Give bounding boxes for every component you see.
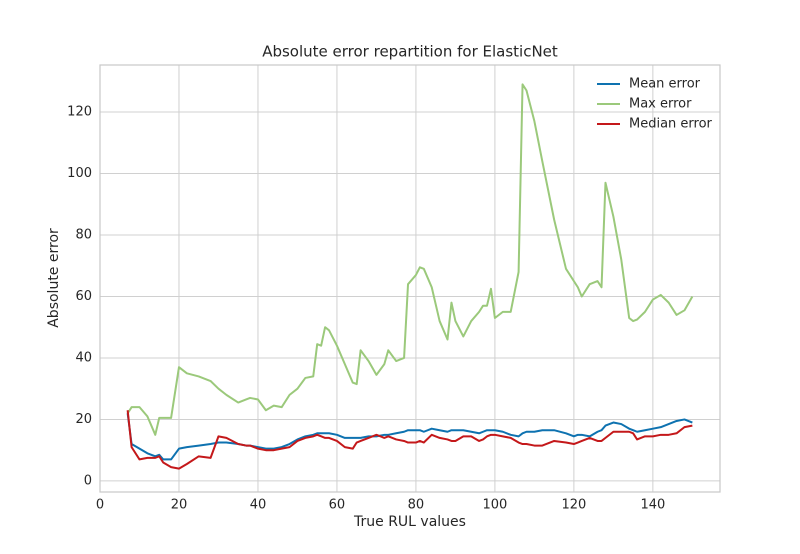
x-axis-label: True RUL values [353, 514, 466, 530]
x-tick-label: 100 [482, 498, 507, 513]
y-tick-label: 80 [75, 228, 92, 243]
y-tick-label: 40 [75, 350, 92, 365]
x-tick-label: 40 [250, 498, 267, 513]
x-tick-label: 80 [408, 498, 425, 513]
y-tick-label: 20 [75, 412, 92, 427]
y-axis-label: Absolute error [46, 228, 62, 328]
y-tick-label: 100 [67, 166, 92, 181]
legend-label: Max error [629, 97, 692, 112]
plot-frame [99, 64, 721, 493]
x-tick-label: 120 [561, 498, 586, 513]
x-tick-label: 140 [640, 498, 665, 513]
legend-label: Median error [629, 117, 713, 132]
chart-title: Absolute error repartition for ElasticNe… [262, 43, 558, 61]
series-line [126, 410, 693, 470]
x-tick-label: 60 [329, 498, 346, 513]
y-tick-label: 120 [67, 105, 92, 120]
x-tick-label: 0 [96, 498, 104, 513]
series-line [126, 83, 694, 436]
legend-label: Mean error [629, 77, 701, 92]
y-tick-label: 60 [75, 289, 92, 304]
x-tick-label: 20 [171, 498, 188, 513]
y-tick-label: 0 [84, 473, 92, 488]
